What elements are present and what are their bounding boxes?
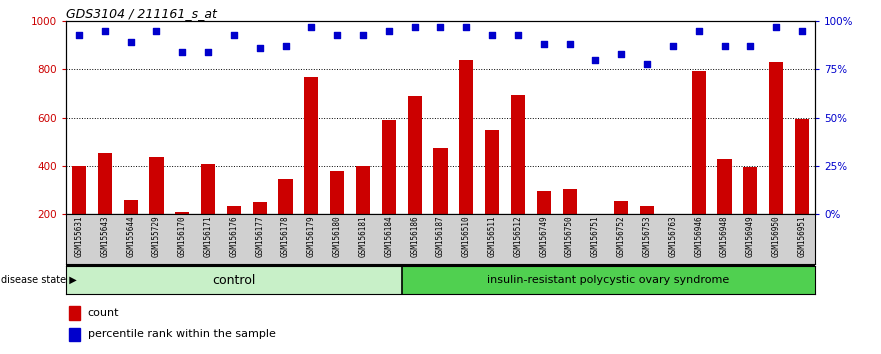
Bar	[150, 158, 164, 262]
Point	[123, 40, 137, 45]
Text: GSM156763: GSM156763	[669, 216, 677, 257]
Text: GSM156753: GSM156753	[642, 216, 652, 257]
Bar	[402, 266, 815, 294]
Point	[381, 28, 396, 34]
Bar	[795, 119, 809, 262]
Point	[330, 32, 344, 38]
Bar	[769, 62, 783, 262]
Text: count: count	[88, 308, 119, 318]
Bar	[356, 166, 370, 262]
Bar	[744, 167, 758, 262]
Text: GSM156752: GSM156752	[617, 216, 626, 257]
Point	[227, 32, 241, 38]
Bar	[330, 171, 344, 262]
Bar	[433, 148, 448, 262]
Bar	[614, 201, 628, 262]
Text: GSM156186: GSM156186	[411, 216, 419, 257]
Point	[175, 49, 189, 55]
Text: GSM156749: GSM156749	[539, 216, 548, 257]
Bar	[72, 166, 86, 262]
Point	[640, 61, 654, 67]
Bar	[640, 206, 655, 262]
Text: GSM156510: GSM156510	[462, 216, 470, 257]
Point	[589, 57, 603, 63]
Text: GSM156512: GSM156512	[514, 216, 522, 257]
Point	[201, 49, 215, 55]
Bar	[717, 159, 731, 262]
Point	[511, 32, 525, 38]
Text: disease state ▶: disease state ▶	[1, 275, 77, 285]
Bar	[666, 220, 680, 262]
Text: GSM156179: GSM156179	[307, 216, 316, 257]
Bar	[408, 96, 422, 262]
Text: GSM155729: GSM155729	[152, 216, 161, 257]
Text: GSM155644: GSM155644	[126, 216, 135, 257]
Bar	[98, 153, 112, 262]
Point	[692, 28, 706, 34]
Point	[717, 44, 731, 49]
Point	[537, 41, 551, 47]
Text: GSM156949: GSM156949	[746, 216, 755, 257]
Bar	[692, 71, 706, 262]
Point	[72, 32, 86, 38]
Text: GSM156948: GSM156948	[720, 216, 729, 257]
Bar	[69, 327, 80, 341]
Point	[356, 32, 370, 38]
Bar	[381, 120, 396, 262]
Point	[614, 51, 628, 57]
Bar	[562, 189, 577, 262]
Bar	[226, 206, 241, 262]
Bar	[201, 164, 215, 262]
Text: GSM156750: GSM156750	[565, 216, 574, 257]
Point	[666, 44, 680, 49]
Point	[459, 24, 473, 30]
Bar	[66, 266, 402, 294]
Point	[744, 44, 758, 49]
Point	[795, 28, 809, 34]
Text: percentile rank within the sample: percentile rank within the sample	[88, 330, 276, 339]
Bar	[589, 231, 603, 262]
Bar	[537, 191, 551, 262]
Bar	[123, 200, 137, 262]
Point	[98, 28, 112, 34]
Text: GDS3104 / 211161_s_at: GDS3104 / 211161_s_at	[66, 7, 217, 20]
Point	[304, 24, 318, 30]
Text: GSM156178: GSM156178	[281, 216, 290, 257]
Point	[485, 32, 500, 38]
Bar	[304, 77, 319, 262]
Bar	[253, 202, 267, 262]
Text: GSM156751: GSM156751	[591, 216, 600, 257]
Text: insulin-resistant polycystic ovary syndrome: insulin-resistant polycystic ovary syndr…	[487, 275, 729, 285]
Point	[408, 24, 422, 30]
Text: GSM156177: GSM156177	[255, 216, 264, 257]
Point	[253, 45, 267, 51]
Text: GSM156176: GSM156176	[229, 216, 239, 257]
Text: GSM156946: GSM156946	[694, 216, 703, 257]
Point	[150, 28, 164, 34]
Bar	[175, 212, 189, 262]
Text: GSM155643: GSM155643	[100, 216, 109, 257]
Bar	[278, 179, 292, 262]
Text: GSM156951: GSM156951	[797, 216, 806, 257]
Text: GSM156511: GSM156511	[488, 216, 497, 257]
Text: GSM156170: GSM156170	[178, 216, 187, 257]
Text: GSM156950: GSM156950	[772, 216, 781, 257]
Text: GSM156181: GSM156181	[359, 216, 367, 257]
Text: GSM155631: GSM155631	[75, 216, 84, 257]
Text: GSM156180: GSM156180	[333, 216, 342, 257]
Text: GSM156184: GSM156184	[384, 216, 393, 257]
Point	[433, 24, 448, 30]
Bar	[459, 60, 473, 262]
Bar	[511, 95, 525, 262]
Point	[278, 44, 292, 49]
Text: GSM156171: GSM156171	[204, 216, 212, 257]
Text: GSM156187: GSM156187	[436, 216, 445, 257]
Point	[563, 41, 577, 47]
Bar	[69, 307, 80, 320]
Point	[769, 24, 783, 30]
Bar	[485, 130, 500, 262]
Text: control: control	[212, 274, 255, 286]
